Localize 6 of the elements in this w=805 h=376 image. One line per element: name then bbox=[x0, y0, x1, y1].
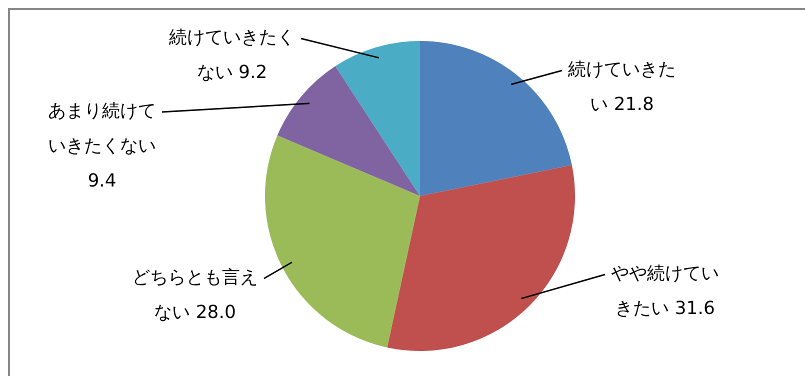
slice-label: やや続けていきたい 31.6 bbox=[611, 263, 719, 320]
slice-label: 続けていきたい 21.8 bbox=[567, 59, 676, 116]
slice-label: 続けていきたくない 9.2 bbox=[168, 27, 295, 84]
data-label: 9.4 bbox=[88, 170, 116, 192]
slice-label: どちらとも言えない 28.0 bbox=[132, 267, 258, 324]
slice-label: あまり続けていきたくない bbox=[48, 100, 156, 157]
